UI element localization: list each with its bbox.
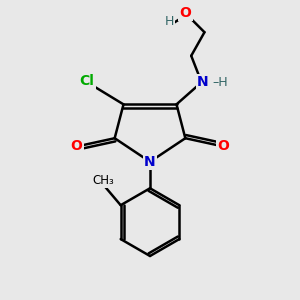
Text: O: O xyxy=(70,139,82,153)
Text: CH₃: CH₃ xyxy=(92,174,114,187)
Text: Cl: Cl xyxy=(79,74,94,88)
Text: N: N xyxy=(144,155,156,169)
Text: O: O xyxy=(179,6,191,20)
Text: H: H xyxy=(164,15,174,28)
Text: O: O xyxy=(218,139,230,153)
Text: –H: –H xyxy=(213,76,229,89)
Text: N: N xyxy=(197,75,209,89)
